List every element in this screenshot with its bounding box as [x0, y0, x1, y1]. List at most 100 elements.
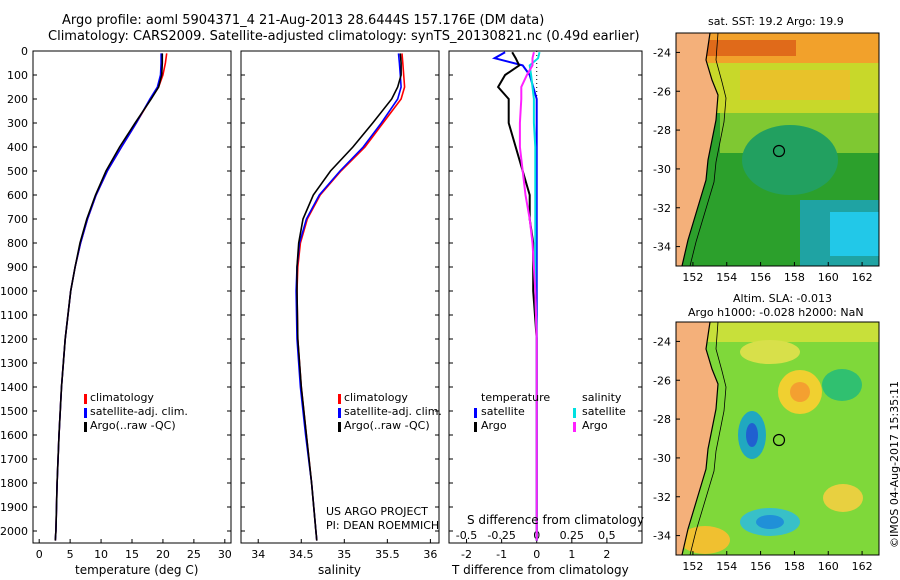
sla-high-1: [740, 340, 800, 364]
legend-sal-argo: Argo(..raw -QC): [344, 419, 430, 432]
temperature-x-tick-label: 25: [187, 548, 201, 561]
sst-cool-patch: [830, 212, 879, 256]
s-diff-title: S difference from climatology: [467, 513, 644, 527]
sst-lon-tick-label: 158: [784, 271, 805, 284]
legend-diff-s-satellite-swatch: [573, 408, 576, 418]
t-diff-tick-label: 0: [533, 548, 540, 561]
legend-diff-s-argo-swatch: [573, 422, 576, 432]
depth-tick-label: 1000: [0, 285, 28, 298]
t-diff-tick-label: 2: [603, 548, 610, 561]
sla-map-title-2: Argo h1000: -0.028 h2000: NaN: [688, 306, 864, 319]
sla-lon-tick-label: 160: [818, 560, 839, 573]
sst-australia-coast: [676, 33, 718, 266]
sla-float-marker: [772, 433, 786, 447]
sla-lon-tick-label: 154: [716, 560, 737, 573]
depth-tick-label: 1900: [0, 501, 28, 514]
credit-project: US ARGO PROJECT: [326, 505, 428, 518]
depth-tick-label: 900: [7, 261, 28, 274]
t-diff-tick-label: -1: [496, 548, 507, 561]
sla-australia-coast: [676, 322, 718, 555]
sla-lon-tick-label: 152: [682, 560, 703, 573]
sst-float-marker: [772, 144, 786, 158]
series-line-temperature-argo: [496, 51, 538, 541]
legend-temp-argo-swatch: [84, 422, 87, 432]
depth-tick-label: 1700: [0, 453, 28, 466]
temperature-panel-frame: [32, 50, 232, 544]
sst-lat-tick-label: -28: [653, 124, 671, 137]
salinity-x-tick-label: 35: [337, 548, 351, 561]
sla-coastline: [681, 321, 719, 556]
depth-tick-label: 1800: [0, 477, 28, 490]
sla-lon-tick-label: 162: [852, 560, 873, 573]
sla-map-frame: [675, 321, 880, 556]
sst-isobath: [689, 32, 727, 267]
depth-tick-label: 1100: [0, 309, 28, 322]
legend-sal-climatology-swatch: [338, 394, 341, 404]
temperature-x-tick-label: 15: [125, 548, 139, 561]
legend-sal-satellite-swatch: [338, 408, 341, 418]
depth-tick-label: 700: [7, 213, 28, 226]
legend-sal-satellite: satellite-adj. clim.: [344, 405, 442, 418]
sst-lat-tick-label: -32: [653, 202, 671, 215]
depth-tick-label: 600: [7, 189, 28, 202]
sst-lon-tick-label: 154: [716, 271, 737, 284]
legend-sal-climatology: climatology: [344, 391, 408, 404]
sst-lon-tick-label: 156: [750, 271, 771, 284]
legend-temp-climatology: climatology: [90, 391, 154, 404]
legend-sal-argo-swatch: [338, 422, 341, 432]
salinity-x-tick-label: 36: [423, 548, 437, 561]
legend-diff-s-argo: Argo: [582, 419, 608, 432]
s-diff-tick-label: 0.25: [560, 529, 585, 542]
sst-warmest-patch: [706, 40, 796, 56]
sla-low-2: [822, 369, 862, 401]
depth-tick-label: 300: [7, 117, 28, 130]
sst-lon-tick-label: 160: [818, 271, 839, 284]
sst-lat-tick-label: -24: [653, 46, 671, 59]
sla-lat-tick-label: -28: [653, 413, 671, 426]
sst-map: [675, 32, 880, 267]
sst-warm-band-2: [740, 70, 850, 100]
sla-low-3-core: [756, 515, 784, 529]
legend-diff-s-satellite: satellite: [582, 405, 626, 418]
sla-lat-tick-label: -26: [653, 374, 671, 387]
s-diff-tick-label: -0.25: [487, 529, 515, 542]
temperature-xlabel: temperature (deg C): [75, 563, 199, 577]
salinity-xlabel: salinity: [318, 563, 362, 577]
temperature-x-tick-label: 0: [36, 548, 43, 561]
sla-lat-tick-label: -24: [653, 335, 671, 348]
sla-map-title-1: Altim. SLA: -0.013: [733, 292, 833, 305]
sst-lat-tick-label: -26: [653, 85, 671, 98]
sla-lat-tick-label: -30: [653, 452, 671, 465]
sla-isobath: [689, 321, 727, 556]
s-diff-tick-label: -0.5: [456, 529, 477, 542]
sla-high-core: [790, 382, 810, 402]
series-line-argo-raw-qc-: [54, 53, 164, 541]
legend-diff-salinity: salinity: [582, 391, 622, 404]
legend-diff-t-argo: Argo: [481, 419, 507, 432]
sla-lon-tick-label: 156: [750, 560, 771, 573]
credit-pi: PI: DEAN ROEMMICH: [326, 519, 440, 532]
sla-map: [675, 321, 880, 556]
sst-lon-tick-label: 162: [852, 271, 873, 284]
sla-north-band: [676, 322, 879, 342]
series-line-salinity-argo: [518, 51, 538, 541]
legend-diff-t-satellite: satellite: [481, 405, 525, 418]
salinity-x-tick-label: 34.5: [289, 548, 314, 561]
depth-tick-label: 0: [21, 45, 28, 58]
salinity-panel-frame: [240, 50, 440, 544]
series-line-satellite-adj-clim-: [295, 53, 402, 541]
temperature-x-tick-label: 30: [218, 548, 232, 561]
depth-tick-label: 500: [7, 165, 28, 178]
salinity-x-tick-label: 35.5: [375, 548, 400, 561]
depth-tick-label: 1600: [0, 429, 28, 442]
temperature-x-tick-label: 10: [94, 548, 108, 561]
salinity-x-tick-label: 34: [251, 548, 265, 561]
legend-temp-argo: Argo(..raw -QC): [90, 419, 176, 432]
sst-coastline: [681, 32, 719, 267]
temperature-x-tick-label: 5: [67, 548, 74, 561]
figure-title-line2: Climatology: CARS2009. Satellite-adjuste…: [48, 29, 640, 44]
sla-lat-tick-label: -32: [653, 491, 671, 504]
series-line-satellite-adj-clim-: [54, 53, 162, 541]
depth-tick-label: 400: [7, 141, 28, 154]
